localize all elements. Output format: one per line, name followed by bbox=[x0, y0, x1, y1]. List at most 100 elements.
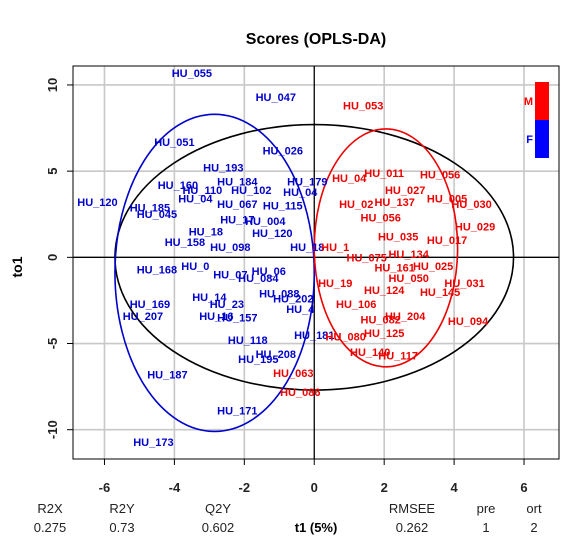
point-label-M: HU_027 bbox=[385, 185, 425, 197]
legend-label-M: M bbox=[524, 96, 533, 108]
point-label-F: HU_045 bbox=[137, 209, 177, 221]
point-label-M: HU_053 bbox=[343, 101, 383, 113]
plot-frame bbox=[72, 65, 560, 460]
point-label-F: HU_04 bbox=[178, 194, 213, 206]
point-label-F: HU_187 bbox=[147, 370, 187, 382]
x-tick-label: 2 bbox=[381, 480, 388, 495]
point-label-M: HU_094 bbox=[448, 316, 489, 328]
point-label-F: HU_168 bbox=[137, 264, 177, 276]
point-label-M: HU_140 bbox=[350, 347, 390, 359]
point-label-F: HU_06 bbox=[252, 266, 286, 278]
stat-value: 0.275 bbox=[34, 520, 67, 535]
point-label-F: HU_102 bbox=[231, 185, 271, 197]
point-label-F: HU_171 bbox=[217, 406, 257, 418]
point-label-F: HU_055 bbox=[172, 68, 212, 80]
point-label-M: HU_080 bbox=[326, 332, 366, 344]
legend-swatch-F bbox=[535, 120, 549, 158]
point-label-M: HU_19 bbox=[318, 278, 352, 290]
point-label-F: HU_207 bbox=[123, 311, 163, 323]
x-tick-label: -2 bbox=[239, 480, 251, 495]
point-label-M: HU_134 bbox=[388, 249, 429, 261]
point-label-F: HU_026 bbox=[263, 145, 303, 157]
y-tick-label: -10 bbox=[45, 420, 60, 439]
point-label-F: HU_169 bbox=[130, 299, 170, 311]
point-label-M: HU_030 bbox=[451, 199, 491, 211]
grid bbox=[73, 66, 559, 459]
point-label-F: HU_160 bbox=[158, 180, 198, 192]
x-tick-label: 4 bbox=[450, 480, 458, 495]
stat-value: 2 bbox=[530, 520, 537, 535]
point-label-F: HU_004 bbox=[245, 216, 286, 228]
point-label-F: HU_047 bbox=[256, 92, 296, 104]
y-tick-label: 0 bbox=[45, 254, 60, 261]
point-label-F: HU_202 bbox=[273, 294, 313, 306]
point-label-F: HU_23 bbox=[210, 299, 244, 311]
confidence-ellipses bbox=[114, 113, 515, 433]
point-label-F: HU_18 bbox=[290, 242, 324, 254]
point-label-F: HU_158 bbox=[165, 237, 205, 249]
point-label-F: HU_18 bbox=[189, 226, 223, 238]
point-label-F: HU_208 bbox=[256, 349, 296, 361]
point-label-F: HU_16 bbox=[199, 311, 233, 323]
point-label-F: HU_181 bbox=[294, 330, 334, 342]
stat-value: 0.73 bbox=[109, 520, 134, 535]
point-label-F: HU_088 bbox=[259, 289, 299, 301]
x-tick-label: 0 bbox=[311, 480, 318, 495]
chart-title: Scores (OPLS-DA) bbox=[246, 31, 386, 48]
point-label-F: HU_118 bbox=[228, 335, 268, 347]
point-label-M: HU_086 bbox=[280, 387, 320, 399]
point-label-F: HU_173 bbox=[133, 437, 173, 449]
point-label-M: HU_125 bbox=[364, 328, 404, 340]
point-label-M: HU_02 bbox=[339, 199, 373, 211]
point-label-F: HU_4 bbox=[286, 304, 315, 316]
point-label-F: HU_067 bbox=[217, 199, 257, 211]
stat-header: RMSEE bbox=[389, 501, 436, 516]
x-tick-label: -6 bbox=[99, 480, 111, 495]
point-label-F: HU_051 bbox=[154, 137, 194, 149]
point-label-F: HU_195 bbox=[238, 354, 278, 366]
point-label-F: HU_115 bbox=[263, 201, 303, 213]
point-label-F: HU_098 bbox=[210, 242, 250, 254]
point-label-F: HU_14 bbox=[192, 292, 227, 304]
point-label-F: HU_110 bbox=[182, 185, 222, 197]
point-label-M: HU_063 bbox=[273, 368, 313, 380]
y-tick-label: 10 bbox=[45, 78, 60, 92]
x-tick-label: -4 bbox=[169, 480, 181, 495]
legend: MF bbox=[524, 82, 549, 158]
point-label-M: HU_029 bbox=[455, 221, 495, 233]
stat-value: 0.262 bbox=[396, 520, 429, 535]
point-label-M: HU_031 bbox=[444, 278, 484, 290]
point-label-F: HU_120 bbox=[77, 197, 117, 209]
y-tick-label: -5 bbox=[45, 338, 60, 350]
legend-label-F: F bbox=[526, 134, 533, 146]
point-label-F: HU_17 bbox=[220, 214, 254, 226]
point-label-M: HU_1 bbox=[321, 242, 349, 254]
stat-value: 1 bbox=[482, 520, 489, 535]
point-label-M: HU_056 bbox=[361, 213, 401, 225]
legend-swatch-M bbox=[535, 82, 549, 120]
point-label-F: HU_179 bbox=[287, 176, 327, 188]
stat-header: R2X bbox=[37, 501, 63, 516]
point-label-M: HU_082 bbox=[361, 314, 401, 326]
point-label-F: HU_157 bbox=[217, 313, 257, 325]
point-label-M: HU_017 bbox=[427, 235, 467, 247]
point-label-M: HU_145 bbox=[420, 287, 460, 299]
x-axis-label: t1 (5%) bbox=[295, 520, 338, 535]
point-label-M: HU_124 bbox=[364, 285, 405, 297]
point-label-M: HU_035 bbox=[378, 232, 418, 244]
point-label-M: HU_117 bbox=[378, 351, 418, 363]
point-label-F: HU_193 bbox=[203, 163, 243, 175]
point-label-M: HU_075 bbox=[347, 252, 387, 264]
point-label-M: HU_011 bbox=[364, 168, 404, 180]
ellipse-F bbox=[114, 113, 316, 433]
point-label-M: HU_025 bbox=[413, 261, 453, 273]
point-label-F: HU_0 bbox=[181, 261, 209, 273]
point-label-M: HU_056 bbox=[420, 170, 460, 182]
stat-header: R2Y bbox=[109, 501, 135, 516]
y-tick-label: 5 bbox=[45, 168, 60, 175]
point-label-F: HU_07 bbox=[213, 270, 247, 282]
stat-header: ort bbox=[526, 501, 542, 516]
y-axis-label: to1 bbox=[9, 256, 25, 277]
point-label-M: HU_005 bbox=[427, 194, 467, 206]
